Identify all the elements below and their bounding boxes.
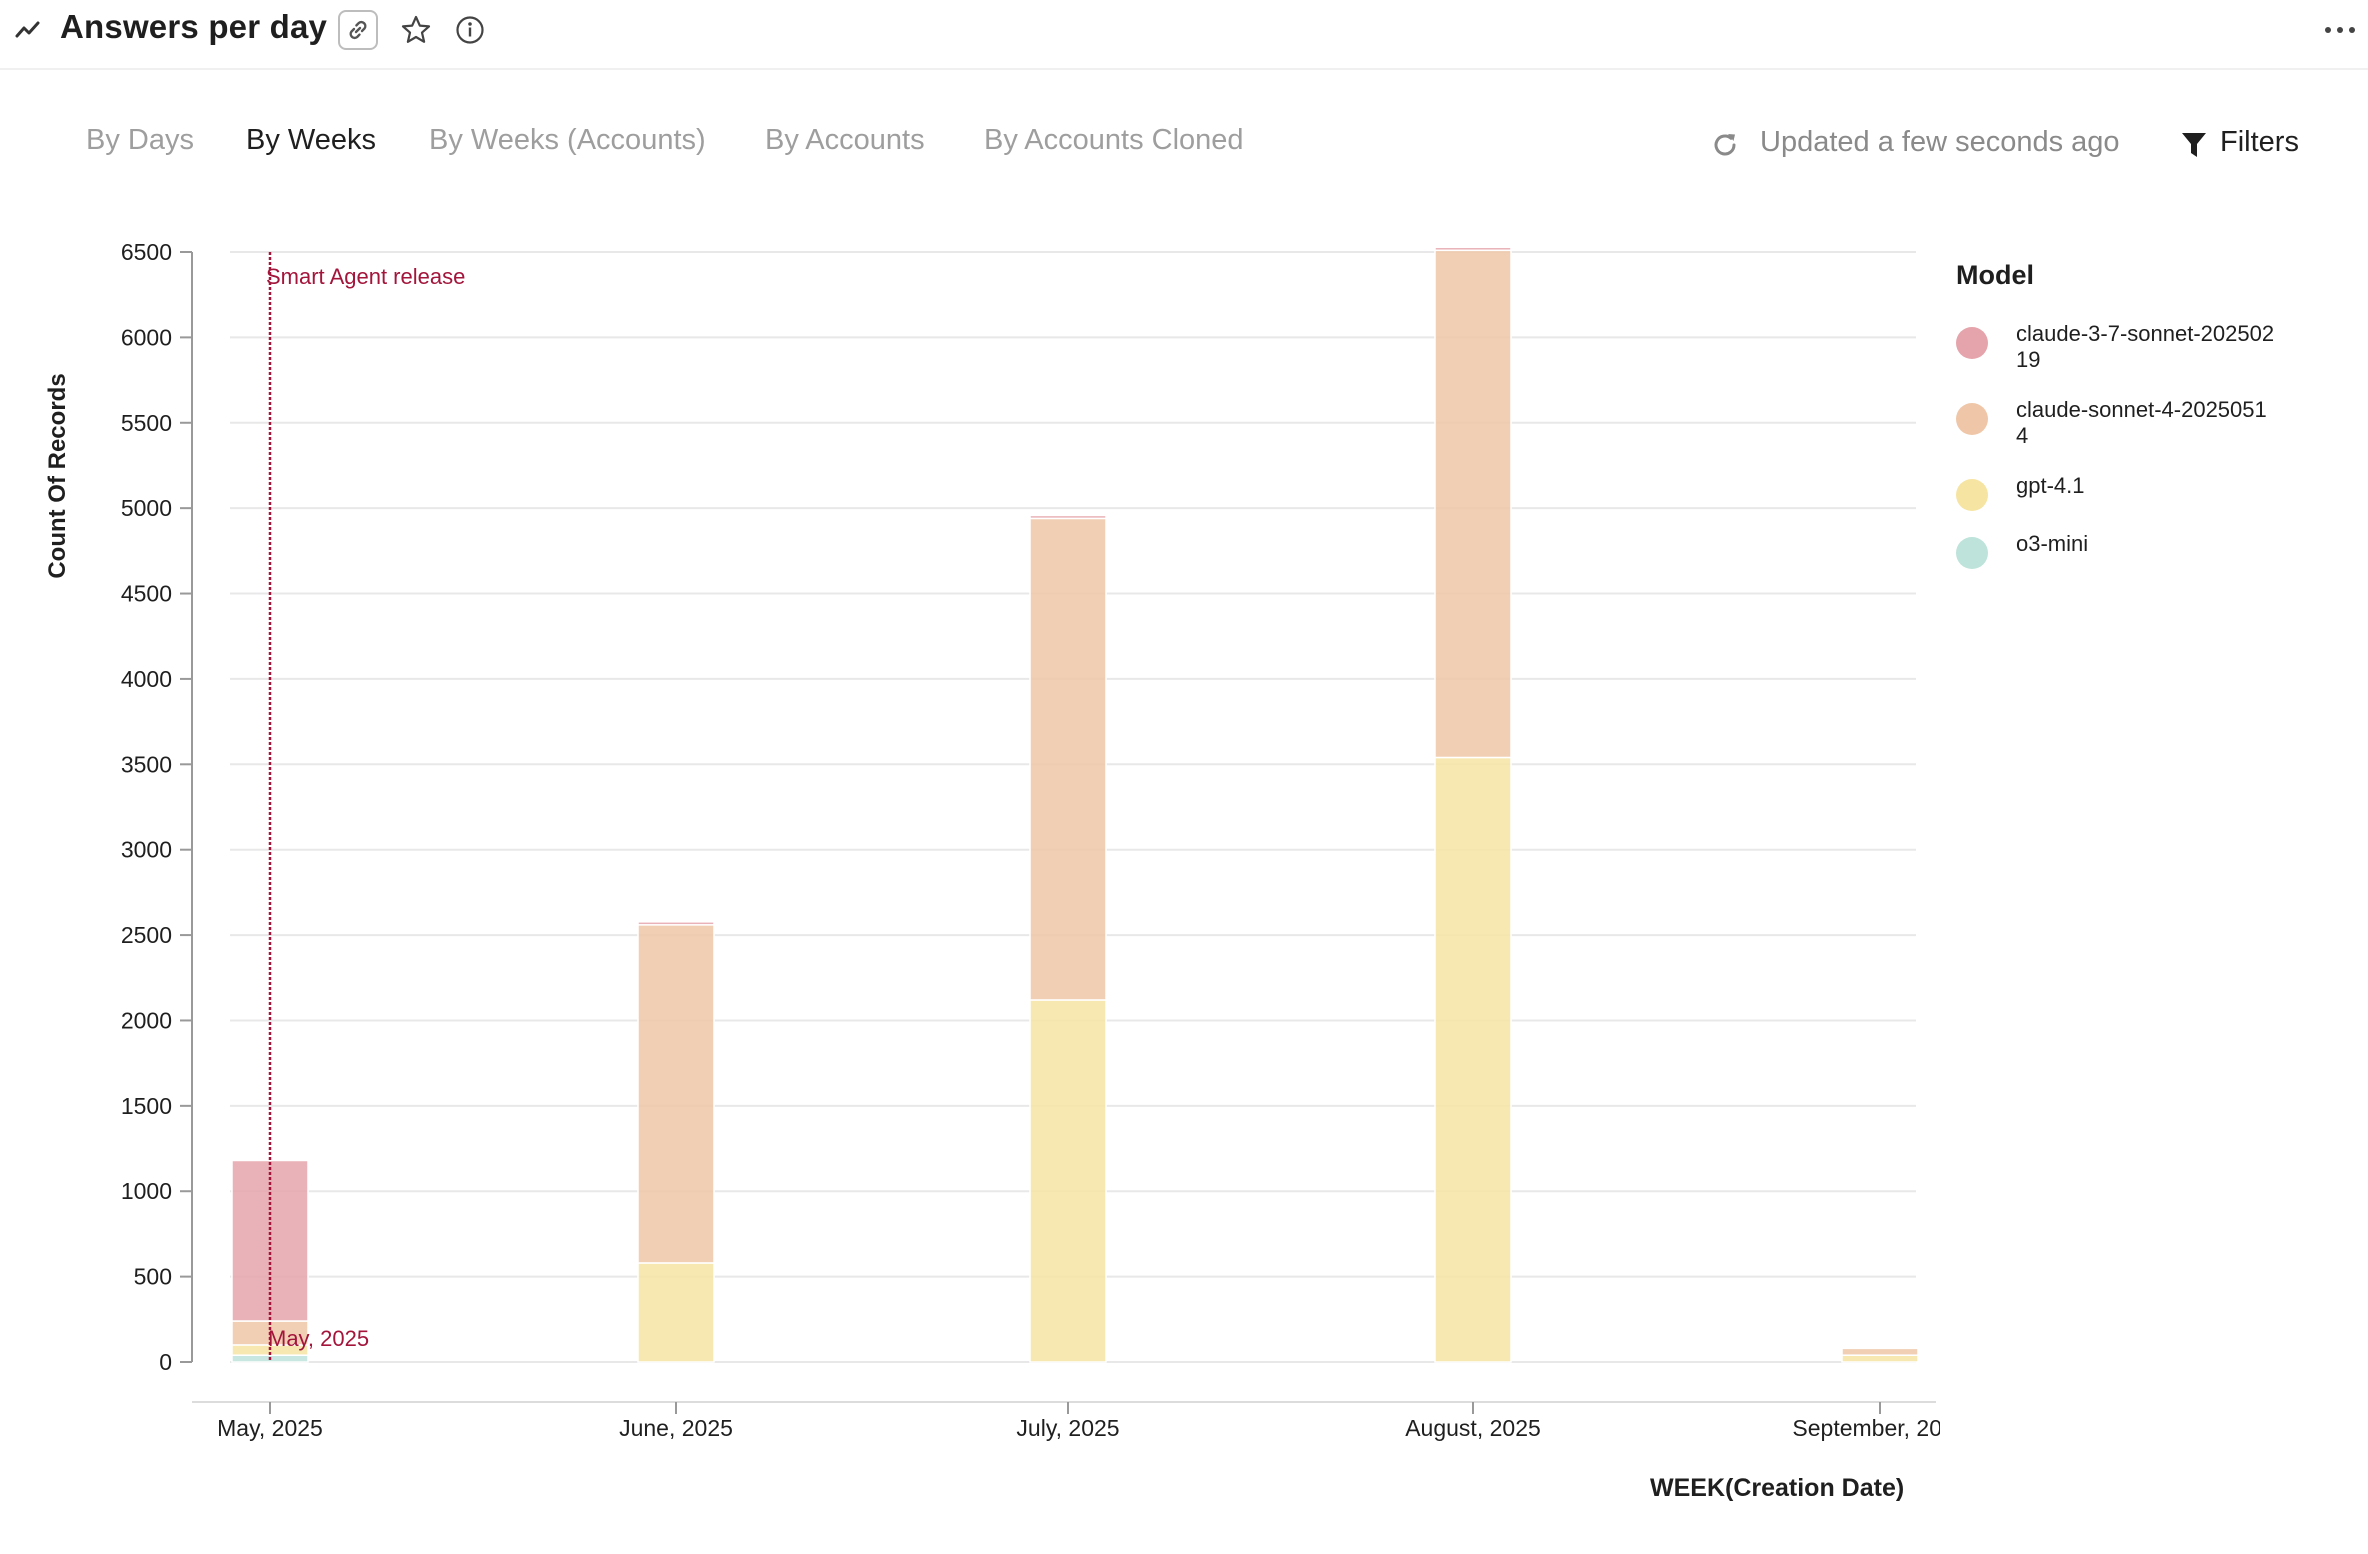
star-icon [401, 15, 431, 43]
legend-item-claude-sonnet-4[interactable]: claude-sonnet-4-20250514 [1956, 397, 2356, 449]
legend-swatch [1956, 479, 1988, 511]
tab-by-days[interactable]: By Days [86, 124, 194, 156]
y-tick-label: 0 [159, 1349, 172, 1375]
y-tick-label: 1000 [121, 1178, 172, 1204]
x-tick-label: July, 2025 [1016, 1415, 1119, 1441]
tab-by-accounts-cloned[interactable]: By Accounts Cloned [984, 124, 1244, 156]
bar-segment[interactable] [1434, 246, 1512, 252]
bar-segment[interactable] [1434, 756, 1512, 1363]
legend-swatch [1956, 537, 1988, 569]
legend-title: Model [1956, 260, 2034, 290]
bars [231, 246, 1919, 1363]
annotation-label: May, 2025 [268, 1326, 369, 1351]
filter-icon [2182, 133, 2206, 157]
more-icon [2325, 27, 2355, 33]
annotations: Smart Agent release May, 2025 [266, 252, 465, 1362]
bar-segment[interactable] [1841, 1347, 1919, 1356]
y-tick-label: 3500 [121, 751, 172, 777]
bar-segment[interactable] [1029, 999, 1107, 1363]
y-tick-label: 1500 [121, 1093, 172, 1119]
x-tick-label: May, 2025 [217, 1415, 323, 1441]
page-title: Answers per day [60, 8, 328, 45]
y-tick-label: 2500 [121, 922, 172, 948]
info-button[interactable] [450, 10, 490, 50]
x-axis-label: WEEK(Creation Date) [1650, 1474, 1905, 1502]
legend-swatch [1956, 403, 1988, 435]
y-tick-label: 2000 [121, 1007, 172, 1033]
bar-segment[interactable] [1434, 249, 1512, 759]
trend-icon [15, 21, 40, 38]
x-axis: May, 2025 June, 2025 July, 2025 August, 202… [192, 1401, 1940, 1441]
x-tick-label: June, 2025 [619, 1415, 733, 1441]
y-tick-label: 5500 [121, 410, 172, 436]
bar-segment[interactable] [637, 924, 715, 1264]
legend-item-o3-mini[interactable]: o3-mini [1956, 531, 2356, 569]
bar-segment[interactable] [1029, 514, 1107, 520]
legend: Model claude-3-7-sonnet-20250219 claude-… [1956, 260, 2356, 589]
more-options-button[interactable] [2318, 12, 2362, 48]
bar-segment[interactable] [637, 1262, 715, 1363]
stacked-bar-chart: 0 500 1000 1500 2000 2500 3000 3500 4000 4500 5000… [121, 239, 1940, 1441]
tab-by-weeks[interactable]: By Weeks [246, 124, 377, 156]
info-icon [456, 16, 484, 44]
bar-segment[interactable] [1841, 1354, 1919, 1363]
favorite-button[interactable] [396, 10, 436, 50]
y-tick-label: 5000 [121, 495, 172, 521]
legend-item-claude-3-7-sonnet[interactable]: claude-3-7-sonnet-20250219 [1956, 321, 2356, 373]
y-tick-label: 6500 [121, 239, 172, 265]
y-tick-label: 4500 [121, 581, 172, 607]
legend-label: claude-sonnet-4-20250514 [2016, 397, 2267, 448]
y-tick-label: 3000 [121, 837, 172, 863]
tab-by-weeks-accounts[interactable]: By Weeks (Accounts) [429, 124, 706, 156]
legend-label: o3-mini [2016, 531, 2089, 556]
bar-segment[interactable] [1029, 517, 1107, 1001]
y-axis: 0 500 1000 1500 2000 2500 3000 3500 4000 4500 5000… [121, 239, 193, 1375]
link-icon [349, 20, 367, 40]
filters-label: Filters [2220, 126, 2299, 158]
annotation-label: Smart Agent release [266, 264, 465, 289]
x-tick-label: September, 2025 [1792, 1415, 1940, 1441]
y-tick-label: 500 [134, 1264, 172, 1290]
x-tick-label: August, 2025 [1405, 1415, 1541, 1441]
chart-header: Answers per day [0, 0, 2368, 70]
legend-label: claude-3-7-sonnet-20250219 [2016, 321, 2275, 372]
refresh-icon [1714, 134, 1736, 156]
tab-by-accounts[interactable]: By Accounts [765, 124, 925, 156]
legend-item-gpt-4-1[interactable]: gpt-4.1 [1956, 473, 2356, 511]
updated-text: Updated a few seconds ago [1760, 126, 2120, 158]
y-tick-label: 4000 [121, 666, 172, 692]
bar-segment[interactable] [637, 921, 715, 926]
legend-label: gpt-4.1 [2016, 473, 2085, 498]
legend-swatch [1956, 327, 1988, 359]
y-tick-label: 6000 [121, 324, 172, 350]
copy-link-button[interactable] [338, 10, 378, 50]
